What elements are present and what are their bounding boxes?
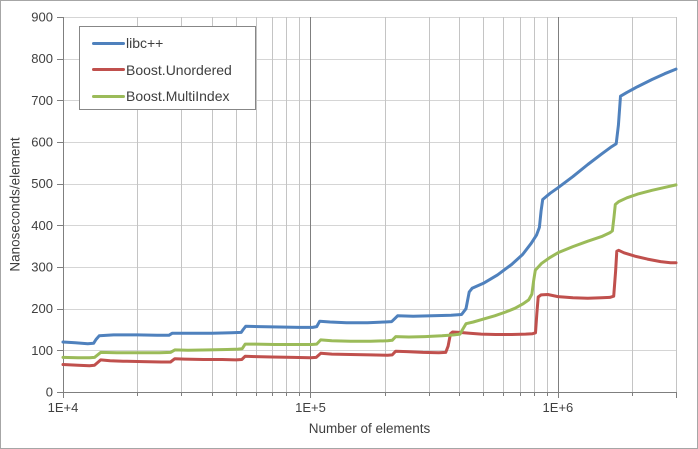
x-tick-label: 1E+4 (48, 400, 79, 415)
y-axis-title: Nanoseconds/element (7, 137, 23, 272)
legend: libc++ Boost.Unordered Boost.MultiIndex (79, 26, 256, 110)
y-tick-label: 500 (31, 176, 53, 191)
y-tick-label: 700 (31, 93, 53, 108)
series-line-libc- (61, 67, 678, 346)
axis-ticks (57, 17, 677, 398)
y-tick-label: 200 (31, 301, 53, 316)
series-line-boost-unordered (61, 248, 678, 368)
axes (57, 17, 677, 396)
legend-item-libcpp: libc++ (92, 30, 255, 57)
x-tick-label: 1E+5 (295, 400, 326, 415)
y-tick-label: 600 (31, 135, 53, 150)
y-tick-label: 400 (31, 218, 53, 233)
legend-label-boost-multiindex: Boost.MultiIndex (126, 88, 230, 105)
y-tick-label: 800 (31, 51, 53, 66)
legend-label-boost-unordered: Boost.Unordered (126, 61, 232, 78)
legend-swatch-boost-multiindex (92, 94, 125, 98)
legend-swatch-boost-unordered (92, 68, 125, 72)
legend-item-boost-multiindex: Boost.MultiIndex (92, 83, 255, 110)
y-tick-label: 300 (31, 260, 53, 275)
y-tick-label: 900 (31, 10, 53, 25)
legend-item-boost-unordered: Boost.Unordered (92, 57, 255, 84)
x-axis-title: Number of elements (308, 421, 431, 436)
y-tick-labels: 0 100 200 300 400 500 600 700 800 900 (31, 10, 53, 400)
y-tick-label: 0 (46, 385, 53, 400)
x-tick-label: 1E+6 (543, 400, 574, 415)
gridlines-vertical-major (310, 17, 559, 393)
series-line-boost-multiindex (61, 183, 678, 360)
legend-label-libcpp: libc++ (126, 35, 164, 52)
y-tick-label: 100 (31, 343, 53, 358)
legend-swatch-libcpp (92, 41, 125, 45)
x-tick-labels: 1E+4 1E+5 1E+6 (48, 400, 574, 415)
